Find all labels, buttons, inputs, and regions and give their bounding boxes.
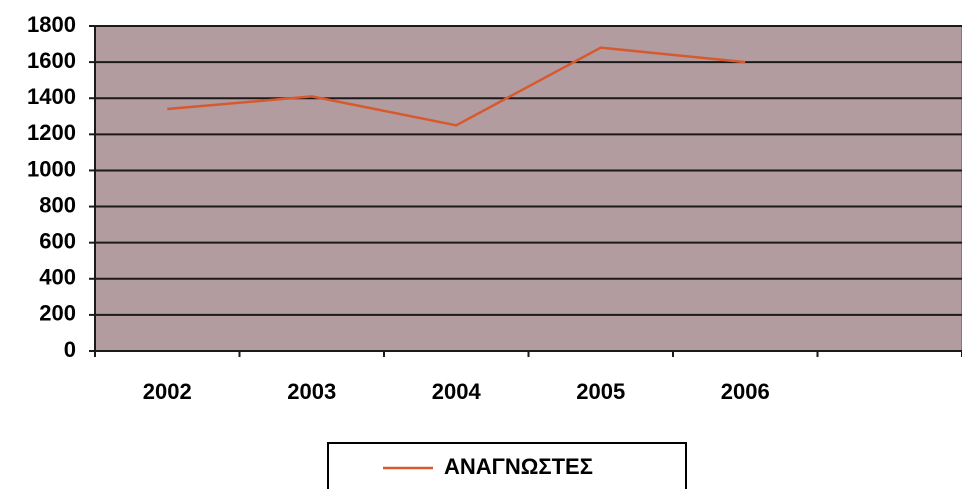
y-tick-label: 1800 — [27, 12, 76, 37]
y-tick-label: 600 — [39, 228, 76, 253]
y-tick-label: 1000 — [27, 156, 76, 181]
y-tick-label: 1400 — [27, 84, 76, 109]
y-tick-label: 1200 — [27, 120, 76, 145]
x-tick-label: 2002 — [143, 379, 192, 404]
y-tick-label: 800 — [39, 192, 76, 217]
y-tick-label: 400 — [39, 265, 76, 290]
x-tick-label: 2004 — [432, 379, 482, 404]
line-series — [167, 46, 746, 127]
y-tick-label: 0 — [64, 337, 76, 362]
x-tick-label: 2003 — [287, 379, 336, 404]
plot-area — [94, 25, 962, 352]
legend: ΑΝΑΓΝΩΣΤΕΣ — [327, 442, 687, 489]
x-tick-label: 2005 — [576, 379, 625, 404]
legend-box — [327, 442, 687, 489]
legend-label: ΑΝΑΓΝΩΣΤΕΣ — [444, 454, 593, 479]
x-tick-label: 2006 — [721, 379, 770, 404]
y-tick-label: 200 — [39, 301, 76, 326]
y-tick-label: 1600 — [27, 48, 76, 73]
